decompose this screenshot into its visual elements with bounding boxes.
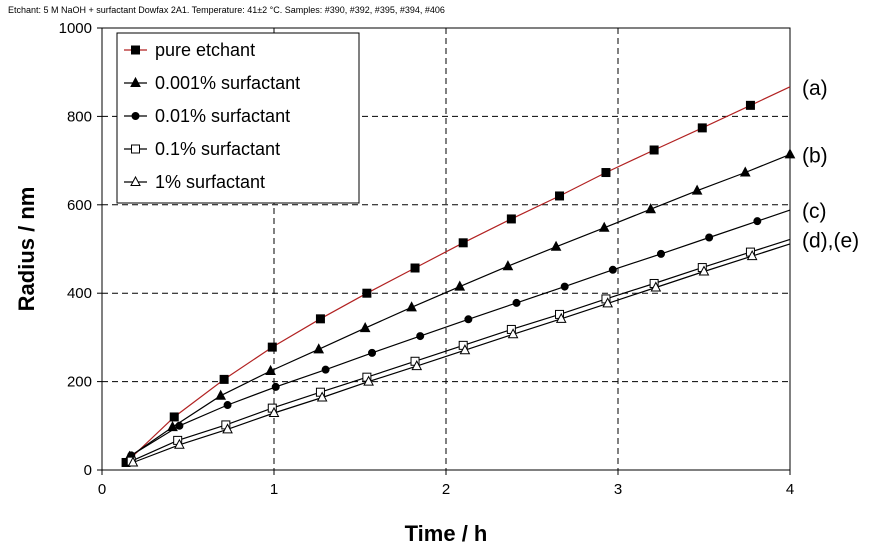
- data-point: [313, 343, 325, 354]
- data-point: [222, 423, 233, 434]
- legend-marker: [131, 144, 140, 154]
- data-point: [316, 391, 328, 402]
- legend: pure etchant 0.001% surfactant 0.01% surfa…: [116, 32, 360, 204]
- data-point: [268, 406, 280, 417]
- data-point: [697, 123, 707, 133]
- y-tick-label: 800: [67, 108, 92, 125]
- legend-marker: [131, 112, 140, 120]
- data-point: [315, 314, 325, 324]
- data-point: [698, 265, 710, 276]
- legend-item: 0.001% surfactant: [124, 73, 300, 93]
- curve-label: (c): [802, 200, 827, 223]
- x-tick-label: 1: [270, 481, 278, 498]
- data-point: [602, 297, 614, 308]
- data-point: [416, 332, 425, 341]
- legend-item: 0.1% surfactant: [124, 139, 280, 159]
- y-axis-title: Radius / nm: [14, 187, 39, 312]
- data-point: [650, 281, 662, 292]
- x-tick-label: 3: [614, 481, 622, 498]
- data-point: [223, 401, 232, 410]
- legend-label: 0.001% surfactant: [155, 73, 300, 93]
- data-point: [705, 233, 714, 242]
- data-point: [550, 240, 562, 251]
- curve-label: (a): [802, 77, 828, 100]
- annotations: (a) (b) (c) (d),(e): [802, 77, 859, 253]
- series-4: [126, 238, 791, 466]
- data-point: [174, 438, 185, 449]
- series-3: [127, 209, 791, 460]
- data-point: [127, 456, 139, 467]
- legend-marker: [130, 175, 141, 186]
- data-point: [410, 263, 420, 273]
- legend-item: 1% surfactant: [124, 172, 265, 192]
- data-point: [649, 145, 659, 155]
- data-point: [507, 328, 519, 339]
- legend-marker: [131, 45, 140, 55]
- data-point: [265, 364, 276, 375]
- data-point: [555, 191, 565, 201]
- data-point: [321, 365, 330, 374]
- data-point: [601, 168, 611, 178]
- data-point: [359, 322, 371, 333]
- data-point: [175, 421, 184, 430]
- data-point: [169, 412, 179, 422]
- data-point: [368, 348, 377, 357]
- curve-label: (d),(e): [802, 229, 859, 252]
- y-tick-label: 400: [67, 285, 92, 302]
- data-point: [363, 375, 374, 386]
- data-point: [267, 342, 277, 352]
- y-tick-label: 0: [84, 462, 92, 479]
- data-point: [362, 288, 372, 298]
- data-point: [458, 238, 468, 248]
- legend-box: [116, 32, 360, 204]
- legend-label: 0.01% surfactant: [155, 106, 290, 126]
- data-point: [215, 389, 227, 400]
- data-point: [271, 382, 280, 391]
- data-point: [454, 280, 466, 291]
- data-point: [645, 203, 657, 214]
- chart-subtitle: Etchant: 5 M NaOH + surfactant Dowfax 2A…: [8, 5, 445, 15]
- data-point: [784, 148, 796, 159]
- legend-label: 0.1% surfactant: [155, 139, 280, 159]
- y-tick-label: 600: [67, 197, 92, 214]
- data-point: [502, 260, 514, 271]
- legend-marker: [130, 76, 141, 87]
- data-point: [753, 217, 762, 226]
- data-point: [745, 100, 755, 110]
- legend-label: pure etchant: [155, 40, 255, 60]
- series-5: [127, 243, 791, 467]
- data-point: [459, 344, 471, 355]
- data-point: [512, 298, 521, 307]
- data-point: [555, 312, 567, 323]
- data-point: [464, 315, 473, 324]
- data-point: [746, 250, 758, 261]
- data-point: [411, 360, 423, 371]
- data-point: [739, 166, 751, 177]
- x-tick-label: 2: [442, 481, 450, 498]
- data-point: [219, 374, 229, 384]
- series-1: [121, 86, 791, 467]
- legend-item: 0.01% surfactant: [124, 106, 290, 126]
- series-layer: [121, 86, 796, 467]
- curve-label: (b): [802, 144, 828, 167]
- legend-label: 1% surfactant: [155, 172, 265, 192]
- data-point: [657, 249, 665, 258]
- x-tick-label: 0: [98, 481, 106, 498]
- data-point: [608, 265, 617, 274]
- data-point: [506, 214, 516, 224]
- data-point: [406, 301, 417, 312]
- y-tick-label: 1000: [59, 20, 92, 37]
- legend-item: pure etchant: [124, 40, 255, 60]
- axes: 0 1 2 3 4 0 200 400 600 800 1000: [59, 20, 795, 498]
- y-tick-label: 200: [67, 374, 92, 391]
- data-point: [560, 282, 569, 291]
- x-axis-title: Time / h: [405, 521, 488, 546]
- data-point: [691, 184, 703, 195]
- data-point: [598, 221, 610, 232]
- x-tick-label: 4: [786, 481, 794, 498]
